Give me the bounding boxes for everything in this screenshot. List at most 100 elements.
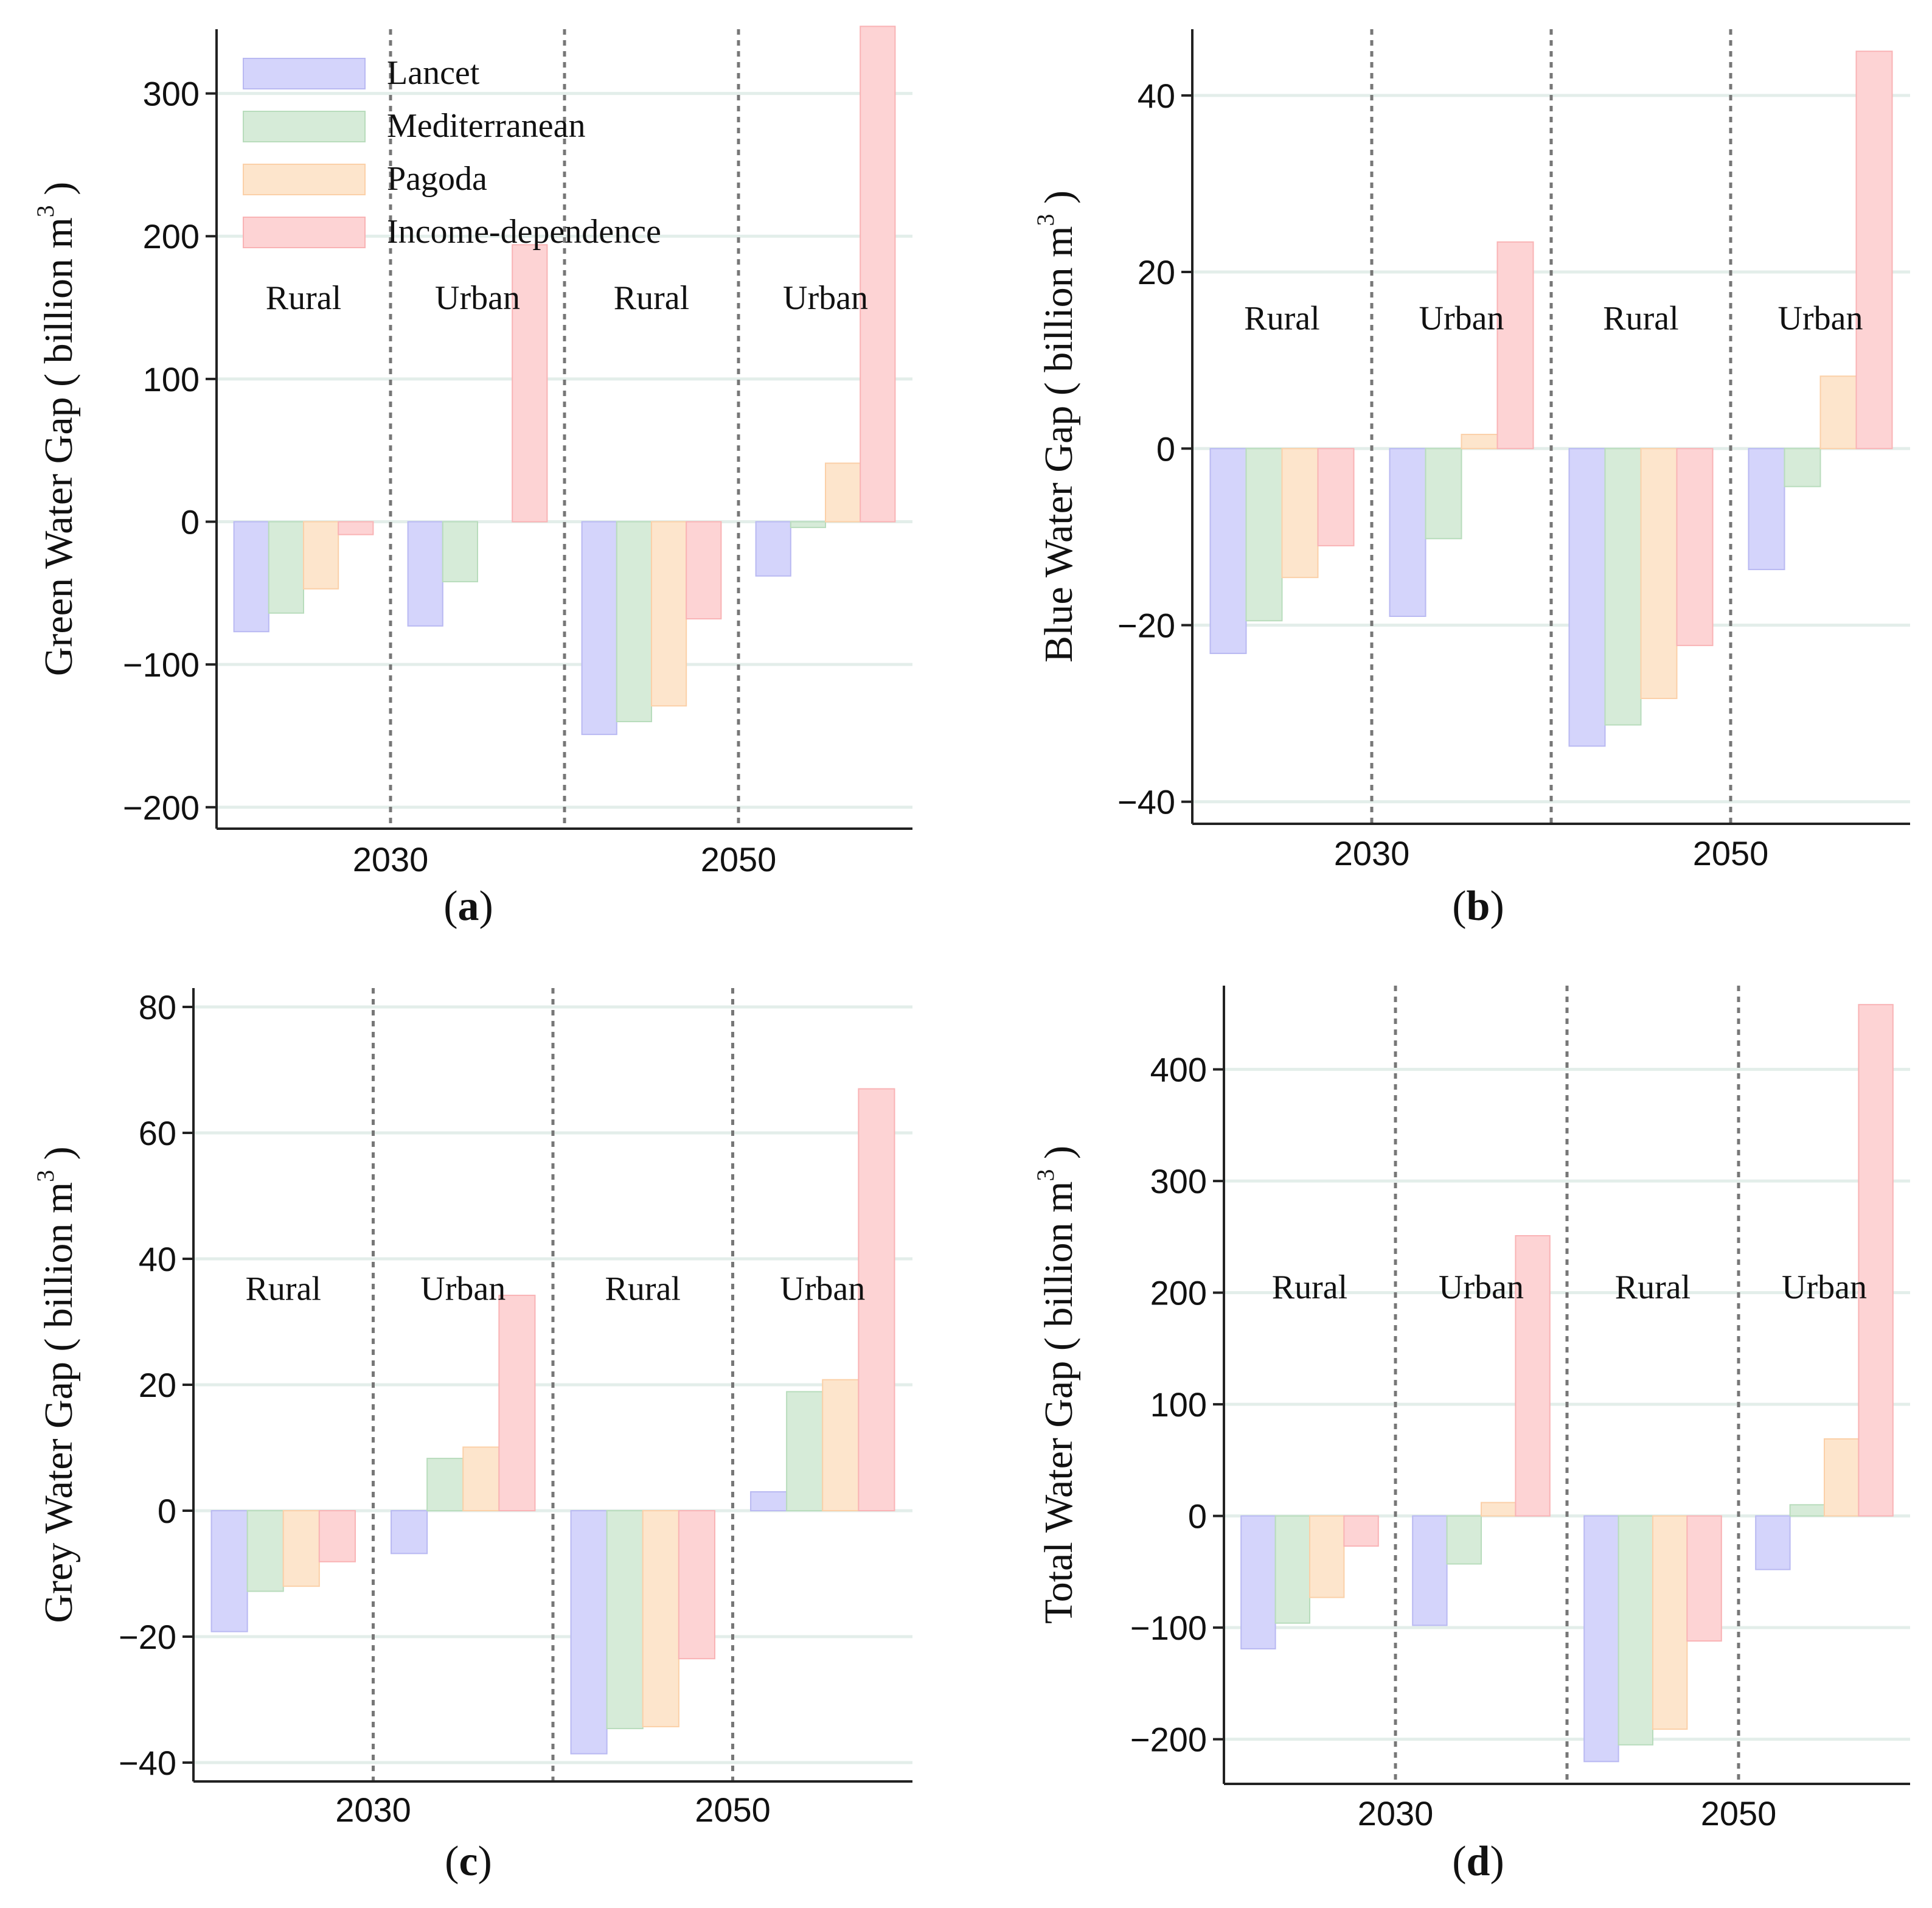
group-label-urban: Urban [1419,299,1504,337]
y-axis-label-superscript: 3 [1032,214,1059,226]
group-label-rural: Rural [1615,1269,1690,1306]
y-tick-label: −100 [1130,1609,1207,1647]
y-tick-label: −20 [119,1618,176,1656]
panel-caption-letter: b [1467,883,1490,930]
y-tick-label: 0 [1156,430,1175,468]
bar-mediterranean-1 [1274,1515,1311,1624]
group-label-rural: Rural [1603,299,1678,337]
y-axis-label-superscript: 3 [32,1170,59,1182]
bar-pagoda-1 [282,1509,320,1587]
group-label-rural: Rural [246,1270,321,1307]
panel-caption-letter: c [459,1838,478,1885]
bar-pagoda-3 [1640,448,1678,699]
group-label-rural: Rural [614,279,689,317]
bar-income-dependence-1 [318,1509,356,1562]
bar-lancet-4 [755,521,791,577]
y-axis-label-main: Grey Water Gap ( billion m [36,1182,81,1623]
legend-swatch-lancet [243,58,366,89]
bar-mediterranean-4 [1784,448,1821,487]
bar-income-dependence-2 [1496,241,1534,450]
y-tick-label: 60 [139,1114,176,1152]
y-tick-label: −40 [1117,783,1175,821]
chart-panel-c: −40 −20 0 20 40 60 80 2030 2050 Rural Urban Rural Ur… [32,988,912,1885]
panel-caption-close: ) [1490,883,1504,930]
bar-income-dependence-4 [860,26,896,523]
y-axis-label: Grey Water Gap ( billion m3 ) [32,1146,81,1623]
bar-pagoda-2 [1461,434,1498,450]
bar-mediterranean-3 [606,1509,644,1730]
y-axis-label-end: ) [1037,1146,1081,1169]
bar-income-dependence-3 [686,521,722,620]
bar-income-dependence-1 [1317,448,1355,546]
bar-pagoda-1 [1309,1515,1345,1598]
y-tick-label: 40 [139,1240,176,1278]
x-tick-label-2030: 2030 [1358,1794,1434,1833]
y-axis-label-superscript: 3 [32,205,59,217]
y-tick-label: 300 [143,75,200,113]
bar-mediterranean-4 [790,521,827,528]
group-label-urban: Urban [780,1270,865,1307]
panel-caption: (d) [1452,1838,1504,1885]
group-label-urban: Urban [1439,1269,1524,1306]
bar-mediterranean-2 [1425,448,1462,540]
y-tick-label: −100 [123,646,200,684]
bar-income-dependence-1 [338,521,374,535]
bar-income-dependence-3 [1686,1515,1722,1642]
y-axis-label-main: Blue Water Gap ( billion m [1037,226,1081,663]
legend-label-lancet: Lancet [387,54,480,92]
bar-lancet-3 [570,1509,608,1755]
bar-mediterranean-3 [1618,1515,1654,1746]
y-tick-label: 0 [1188,1497,1207,1536]
panel-caption-close: ) [478,1838,492,1885]
x-tick-label-2050: 2050 [1693,834,1769,872]
legend-swatch-pagoda [243,164,366,195]
group-label-rural: Rural [1272,1269,1347,1306]
bar-mediterranean-3 [616,521,652,723]
group-label-urban: Urban [420,1270,506,1307]
panel-caption: (a) [443,883,493,930]
bar-mediterranean-4 [1789,1504,1826,1517]
bar-pagoda-3 [1652,1515,1688,1730]
x-tick-label-2030: 2030 [353,840,429,879]
y-axis-label-end: ) [36,182,81,205]
bar-income-dependence-2 [1515,1235,1551,1517]
panel-caption: (c) [445,1838,492,1885]
bar-pagoda-2 [462,1446,500,1511]
y-tick-label: 20 [1138,253,1175,291]
chart-panel-d: −200 −100 0 100 200 300 400 2030 2050 Rural Urban R… [1032,986,1910,1885]
bar-income-dependence-3 [1676,448,1714,646]
panel-caption-letter: d [1467,1838,1490,1885]
bar-lancet-1 [210,1509,248,1632]
legend: Lancet Mediterranean Pagoda Income-dependen… [243,54,661,251]
y-tick-label: −200 [1130,1721,1207,1759]
panel-caption-open: ( [1452,1838,1466,1885]
y-tick-label: 100 [1150,1385,1207,1424]
group-label-rural: Rural [605,1270,681,1307]
x-tick-label-2030: 2030 [1334,834,1410,872]
x-tick-label-2050: 2050 [701,840,777,879]
bar-income-dependence-2 [498,1295,536,1511]
y-tick-label: 400 [1150,1051,1207,1089]
group-label-rural: Rural [1244,299,1319,337]
bar-mediterranean-1 [268,521,304,614]
panel-caption-letter: a [458,883,479,930]
y-tick-label: −20 [1117,607,1175,645]
group-label-rural: Rural [266,279,341,317]
bar-mediterranean-3 [1604,448,1642,726]
bar-pagoda-1 [1281,448,1319,579]
y-axis-label-superscript: 3 [1032,1169,1059,1181]
panel-caption-close: ) [1490,1838,1504,1885]
legend-label-mediterranean: Mediterranean [387,107,585,145]
bar-lancet-3 [581,521,617,736]
panel-caption-close: ) [479,883,493,930]
bar-income-dependence-2 [512,244,548,523]
bar-pagoda-2 [1481,1502,1517,1517]
bar-mediterranean-1 [246,1509,284,1592]
y-axis-label-main: Green Water Gap ( billion m [36,217,81,676]
bar-income-dependence-4 [1858,1004,1894,1517]
bar-pagoda-4 [1824,1438,1860,1517]
group-label-urban: Urban [435,279,520,317]
bar-mediterranean-4 [786,1391,824,1511]
legend-swatch-income-dependence [243,217,366,248]
bar-pagoda-4 [825,462,861,523]
